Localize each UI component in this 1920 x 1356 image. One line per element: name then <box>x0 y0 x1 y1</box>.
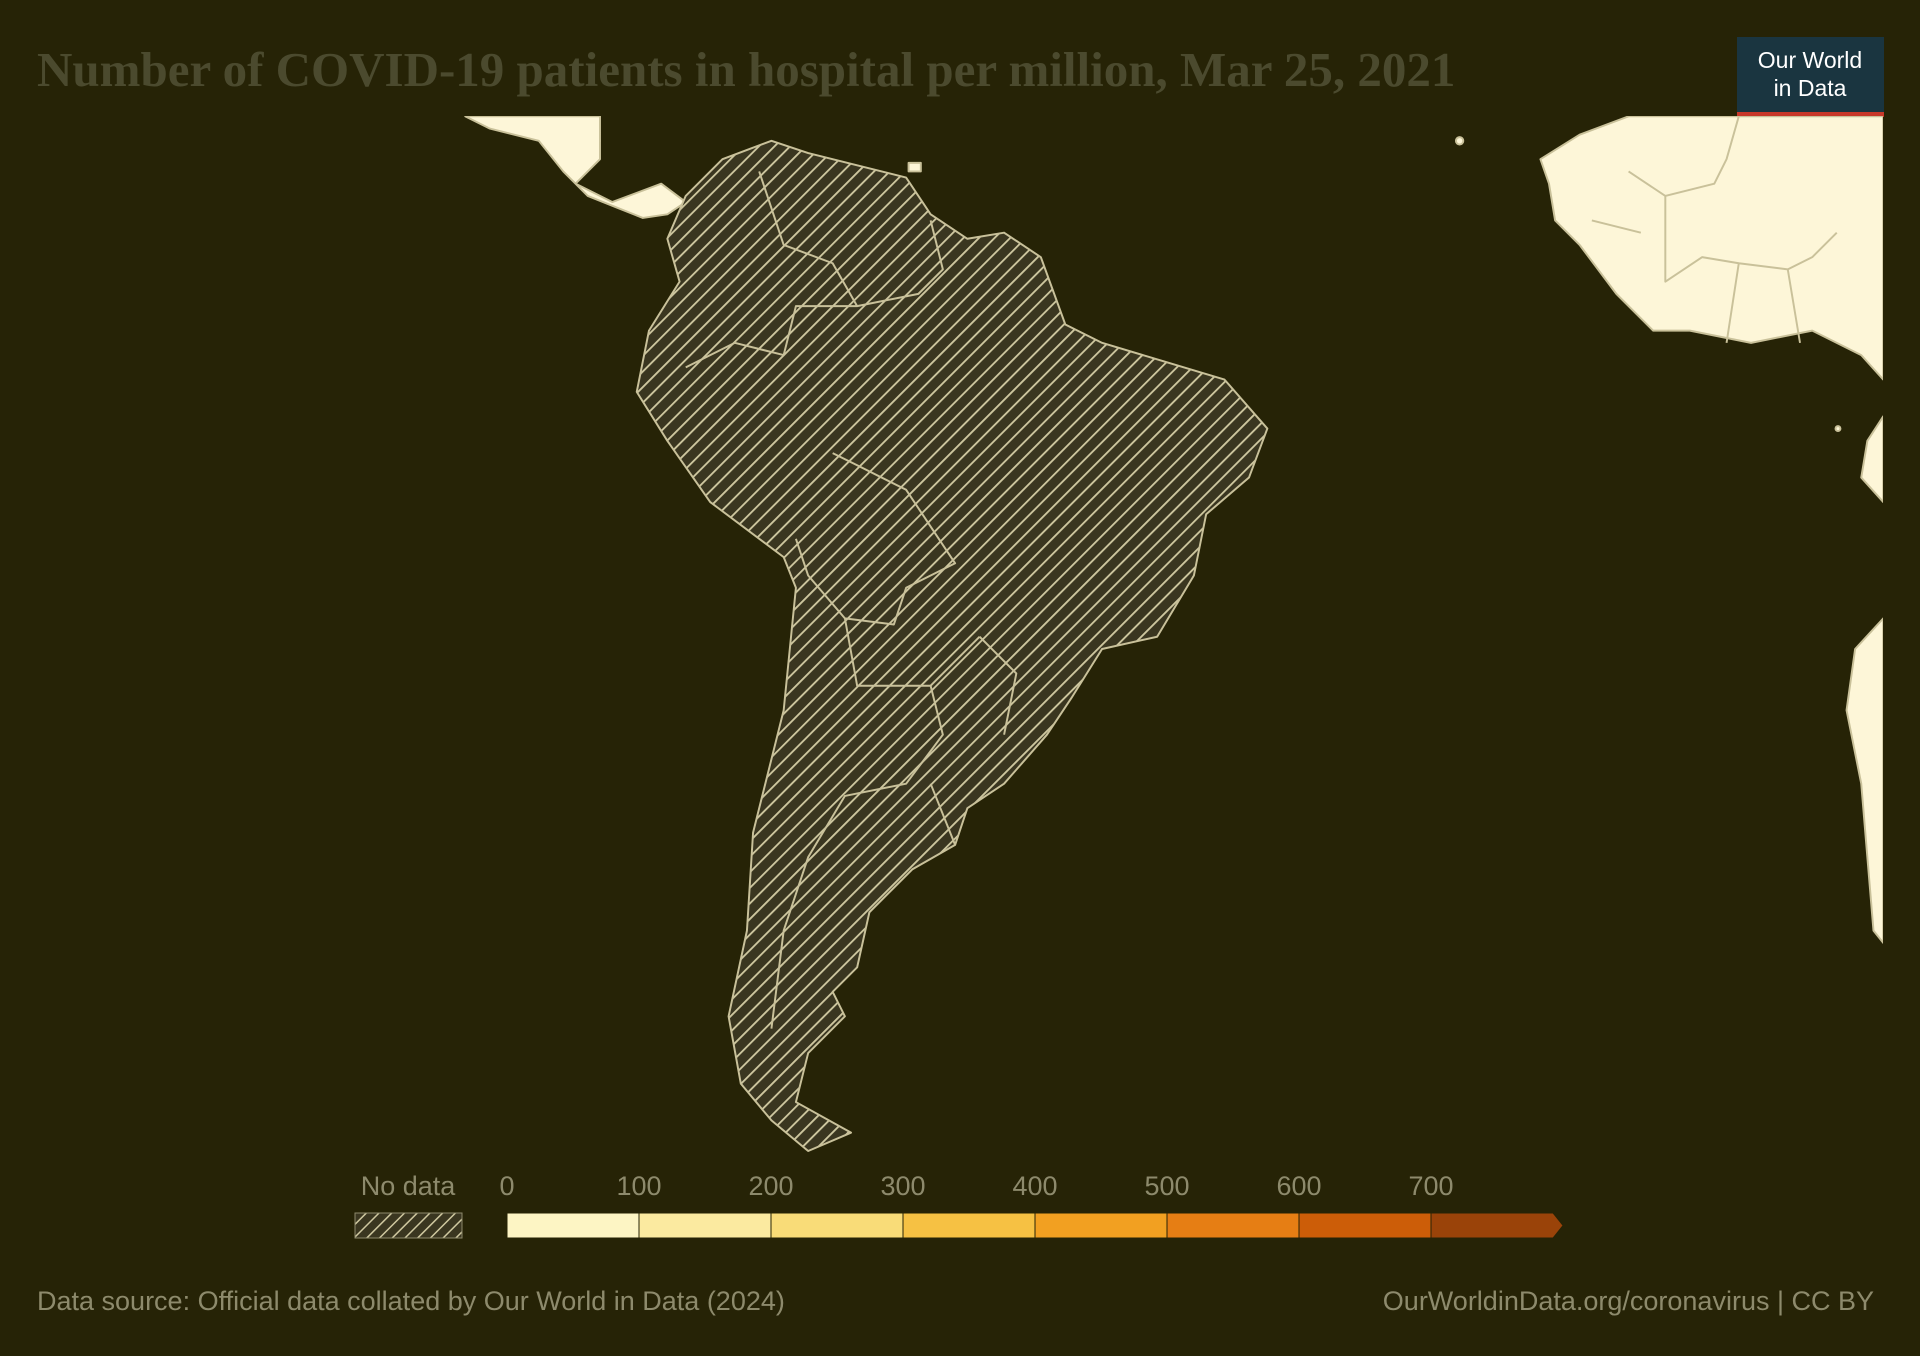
legend-bin <box>1298 1212 1432 1239</box>
legend-tick-label: 400 <box>1012 1171 1057 1201</box>
title: Number of COVID-19 patients in hospital … <box>37 42 1455 97</box>
country-borders <box>685 171 1018 1029</box>
legend-bin <box>902 1212 1036 1239</box>
legend-tick-label: 0 <box>499 1171 514 1201</box>
africa-west <box>1539 116 1883 381</box>
legend-bin <box>638 1212 772 1239</box>
legend-tick-label: 300 <box>880 1171 925 1201</box>
legend-bin <box>1166 1212 1300 1239</box>
legend-tick-label: 600 <box>1276 1171 1321 1201</box>
africa-gulf <box>1860 415 1883 503</box>
logo-box <box>1737 37 1884 117</box>
map <box>464 116 1883 1153</box>
legend-bin <box>770 1212 904 1239</box>
logo-text: Our World <box>1758 47 1862 73</box>
legend-tick-label: 500 <box>1144 1171 1189 1201</box>
legend: No data 0 100 200 300 400 500 600 700 <box>354 1171 1564 1239</box>
legend-bin <box>1034 1212 1168 1239</box>
logo-text: in Data <box>1774 75 1847 101</box>
island <box>1454 136 1465 146</box>
legend-bin <box>1430 1212 1564 1239</box>
legend-no-data-label: No data <box>361 1171 457 1201</box>
legend-no-data-swatch <box>354 1212 463 1239</box>
central-america <box>464 116 687 219</box>
logo-bar <box>1737 112 1884 117</box>
island <box>1834 425 1842 433</box>
legend-tick-label: 100 <box>616 1171 661 1201</box>
island <box>907 161 922 173</box>
africa-borders <box>1591 116 1838 344</box>
source: Data source: Official data collated by O… <box>37 1286 785 1316</box>
legend-tick-label: 200 <box>748 1171 793 1201</box>
logo: Our World in Data <box>1737 37 1884 117</box>
legend-bin <box>506 1212 640 1239</box>
legend-tick-label: 700 <box>1408 1171 1453 1201</box>
url: OurWorldinData.org/coronavirus | CC BY <box>1383 1286 1874 1316</box>
africa-south <box>1845 617 1883 944</box>
